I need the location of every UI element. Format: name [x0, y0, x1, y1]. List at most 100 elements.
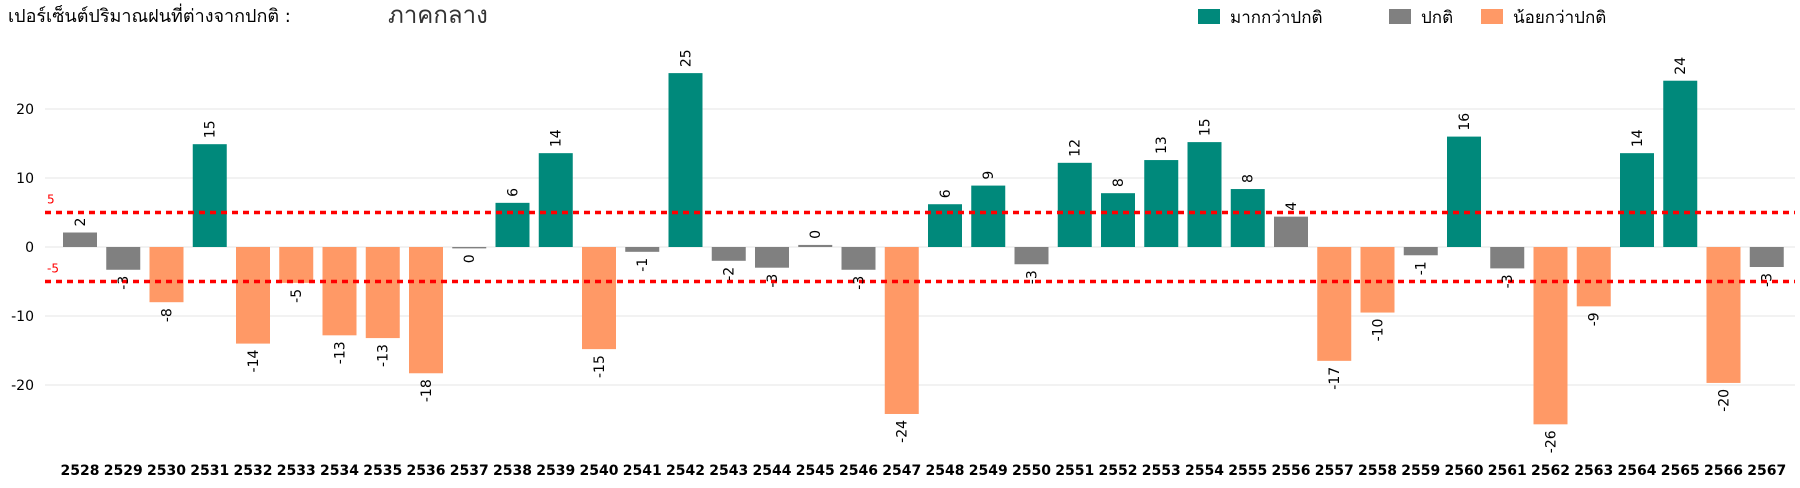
data-label: -5	[289, 289, 305, 303]
data-label: -26	[1544, 430, 1560, 453]
x-tick-label: 2532	[234, 463, 273, 479]
data-label: -3	[765, 274, 781, 288]
data-label: 6	[938, 189, 954, 198]
bar	[1144, 160, 1179, 247]
x-tick-label: 2566	[1704, 463, 1743, 479]
bar	[63, 232, 97, 247]
data-label: -24	[895, 420, 911, 443]
x-tick-label: 2529	[104, 463, 143, 479]
x-tick-label: 2557	[1315, 463, 1354, 479]
bar	[1620, 153, 1654, 247]
bar	[1187, 142, 1222, 247]
y-tick-label: 10	[16, 171, 34, 187]
bar	[625, 247, 660, 252]
x-tick-label: 2528	[61, 463, 100, 479]
data-label: 16	[1457, 113, 1473, 131]
bar	[452, 247, 487, 249]
x-tick-label: 2549	[969, 463, 1008, 479]
bar	[1274, 216, 1308, 247]
x-tick-label: 2554	[1185, 463, 1224, 479]
bar	[1663, 80, 1698, 248]
legend-label-above: มากกว่าปกติ	[1230, 8, 1323, 28]
threshold-lines: 5 -5	[45, 193, 1795, 284]
data-label: -3	[1025, 270, 1041, 284]
data-label: -13	[376, 344, 392, 367]
bar	[1403, 247, 1438, 256]
x-tick-label: 2533	[277, 463, 316, 479]
data-label: 14	[1630, 129, 1646, 147]
bar	[755, 247, 789, 268]
chart-title: เปอร์เซ็นต์ปริมาณฝนที่ต่างจากปกติ :	[8, 3, 291, 27]
data-label: -20	[1717, 389, 1733, 412]
x-tick-label: 2550	[1012, 463, 1051, 479]
legend-swatch-above	[1198, 9, 1220, 24]
bar	[971, 185, 1006, 247]
legend-label-below: น้อยกว่าปกติ	[1513, 8, 1606, 28]
x-tick-label: 2563	[1574, 463, 1613, 479]
x-tick-label: 2539	[536, 463, 575, 479]
x-tick-label: 2544	[753, 463, 792, 479]
bar	[495, 202, 530, 247]
x-tick-label: 2540	[580, 463, 619, 479]
x-tick-label: 2556	[1272, 463, 1311, 479]
data-label: -3	[1760, 273, 1776, 287]
bar	[1447, 136, 1481, 247]
x-tick-label: 2559	[1401, 463, 1440, 479]
bar	[365, 247, 400, 339]
bar	[1014, 247, 1049, 265]
data-label: -1	[635, 258, 651, 272]
data-label: 0	[462, 254, 478, 263]
x-tick-label: 2542	[666, 463, 705, 479]
bar	[192, 144, 227, 247]
bar	[711, 247, 746, 261]
x-tick-label: 2547	[882, 463, 921, 479]
data-label: -13	[333, 341, 349, 364]
x-tick-label: 2545	[796, 463, 835, 479]
x-tick-label: 2553	[1142, 463, 1181, 479]
threshold-label: 5	[47, 193, 55, 207]
x-tick-label: 2531	[190, 463, 229, 479]
x-tick-label: 2564	[1618, 463, 1657, 479]
x-tick-label: 2543	[709, 463, 748, 479]
bar	[798, 244, 833, 247]
data-label: 8	[1111, 178, 1127, 187]
data-label: 0	[808, 230, 824, 239]
bar	[1490, 247, 1525, 269]
x-tick-label: 2558	[1358, 463, 1397, 479]
data-label: 24	[1673, 57, 1689, 75]
legend-swatch-normal	[1389, 9, 1411, 24]
data-label: 13	[1154, 136, 1170, 154]
data-label: -10	[1371, 319, 1387, 342]
bar	[582, 247, 616, 350]
legend-label-normal: ปกติ	[1421, 8, 1453, 28]
bar	[841, 247, 876, 270]
data-label: -1	[1414, 261, 1430, 275]
bar	[1057, 162, 1092, 247]
data-label: 2	[73, 218, 89, 227]
x-tick-label: 2537	[450, 463, 489, 479]
data-label: -2	[722, 267, 738, 281]
x-tick-label: 2560	[1445, 463, 1484, 479]
x-tick-label: 2567	[1747, 463, 1786, 479]
bar	[236, 247, 270, 344]
data-label: 8	[1241, 174, 1257, 183]
bar	[1576, 247, 1611, 307]
x-axis: 2528 2529 2530 2531 2532 2533 2534 2535 2536 2537…	[61, 463, 1787, 479]
data-label: 4	[1284, 202, 1300, 211]
x-tick-label: 2534	[320, 463, 359, 479]
data-label: 9	[981, 171, 997, 180]
data-label: -8	[160, 308, 176, 322]
data-label: -3	[1500, 274, 1516, 288]
x-tick-label: 2538	[493, 463, 532, 479]
y-tick-label: -10	[11, 309, 34, 325]
y-axis: -20 -10 0 10 20	[11, 102, 34, 394]
bar	[149, 247, 184, 303]
bar	[1533, 247, 1568, 425]
data-label: 12	[1068, 139, 1084, 157]
chart-subtitle: ภาคกลาง	[388, 1, 488, 29]
data-label: -3	[116, 276, 132, 290]
bars	[63, 73, 1784, 425]
data-label: -14	[246, 350, 262, 373]
bar	[1101, 193, 1135, 247]
